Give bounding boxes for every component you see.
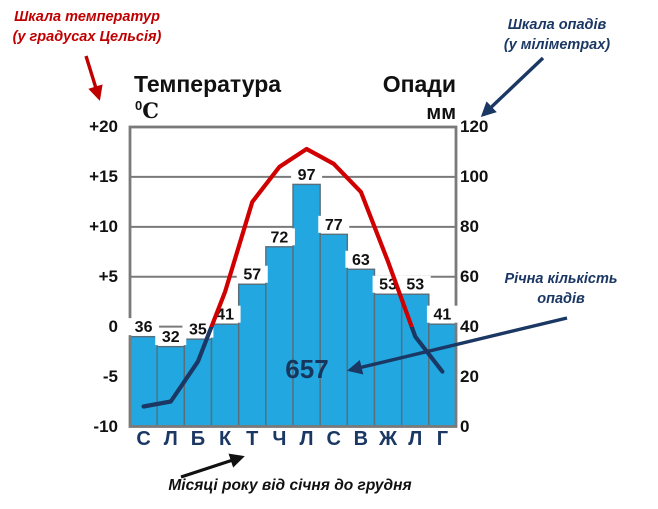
bar-value-label: 41	[426, 305, 458, 324]
precipitation-scale-note-line2: (у міліметрах)	[503, 37, 611, 54]
temperature-line	[141, 146, 445, 409]
bar-value-label: 32	[155, 328, 187, 346]
temperature-scale-note: Шкала температур (у градусах Цельсія)	[2, 7, 172, 48]
svg-text:53: 53	[379, 277, 397, 294]
bar-value-label: 35	[182, 320, 214, 339]
month-label-5: Т	[246, 428, 259, 450]
month-label-4: К	[218, 428, 232, 450]
bar-value-label: 53	[399, 275, 431, 294]
month-label-12: Г	[436, 428, 449, 450]
annual-precip-arrow	[347, 316, 568, 375]
svg-text:35: 35	[189, 322, 207, 339]
bar-month-12	[428, 323, 457, 428]
annotation-arrows	[84, 55, 568, 479]
bar-value-label: 57	[236, 265, 268, 284]
left-axis-tick--10: -10	[93, 416, 118, 436]
bar-value-label: 63	[345, 250, 377, 269]
month-label-3: Б	[190, 428, 206, 450]
left-axis-tick-+20: +20	[89, 117, 118, 136]
plot-frame	[128, 125, 458, 428]
bar-value-label: 77	[318, 215, 350, 234]
right-axis-tick-120: 120	[460, 117, 489, 136]
month-label-6: Ч	[272, 428, 287, 450]
left-axis-tick-0: 0	[108, 316, 118, 336]
precipitation-title: Опади	[382, 71, 456, 97]
month-label-9: В	[353, 428, 369, 450]
left-axis-tick-+5: +5	[98, 266, 118, 286]
svg-text:72: 72	[271, 229, 289, 246]
temp-scale-arrow	[84, 55, 103, 101]
svg-text:97: 97	[298, 167, 316, 184]
precipitation-scale-note-line1: Шкала опадів	[507, 17, 607, 33]
months-note: Місяці року від січня до грудня	[168, 477, 412, 494]
temperature-scale-note-line2: (у градусах Цельсія)	[12, 29, 162, 46]
bar-month-3	[183, 338, 213, 428]
month-label-11: Л	[408, 428, 423, 450]
svg-text:77: 77	[325, 217, 343, 234]
months-note-arrow	[180, 453, 245, 479]
precipitation-scale-note: Шкала опадів (у міліметрах)	[486, 15, 628, 56]
plot-area: 36 32 35 41 57 72 97 77 63 53 53 41	[128, 125, 458, 428]
svg-text:53: 53	[406, 277, 424, 294]
bar-month-5	[237, 283, 267, 428]
annual-precipitation-note: Річна кількість опадів	[492, 270, 630, 309]
svg-text:63: 63	[352, 252, 370, 269]
bar-month-4	[210, 323, 240, 428]
bar-value-label: 36	[128, 318, 160, 336]
temperature-title: Температура	[134, 71, 282, 97]
temperature-unit-sup: 0	[135, 98, 143, 113]
month-label-8: С	[326, 428, 341, 450]
bar-month-1	[129, 335, 158, 428]
precip-scale-arrow	[480, 56, 545, 118]
month-label-1: С	[136, 428, 151, 450]
bar-month-9	[346, 268, 376, 428]
bar-month-6	[265, 246, 294, 428]
right-axis-tick-40: 40	[460, 316, 479, 336]
annual-precipitation-note-line1: Річна кількість	[504, 271, 618, 287]
left-axis-tick--5: -5	[102, 366, 118, 386]
left-axis-tick-+10: +10	[89, 216, 118, 236]
svg-text:57: 57	[243, 267, 261, 284]
right-axis-tick-80: 80	[460, 216, 479, 236]
right-axis-tick-0: 0	[460, 416, 470, 436]
svg-text:41: 41	[216, 307, 234, 324]
temperature-scale-note-line1: Шкала температур	[14, 9, 160, 25]
right-axis-tick-60: 60	[460, 266, 479, 286]
month-label-7: Л	[299, 428, 314, 450]
svg-text:41: 41	[434, 307, 452, 324]
annual-precipitation-note-line2: опадів	[537, 290, 585, 307]
temperature-unit-base: C	[142, 98, 159, 123]
right-axis-tick-20: 20	[460, 366, 479, 386]
bar-value-label: 72	[263, 228, 295, 246]
bar-month-7	[292, 183, 321, 428]
month-label-10: Ж	[379, 428, 398, 450]
precipitation-unit: мм	[426, 102, 456, 124]
svg-text:32: 32	[162, 329, 180, 346]
temperature-unit: 0C	[135, 98, 159, 123]
svg-text:36: 36	[135, 319, 153, 336]
bar-month-8	[319, 233, 349, 428]
bar-value-label: 97	[291, 165, 323, 184]
right-axis-tick-100: 100	[460, 166, 489, 186]
left-axis-tick-+15: +15	[89, 166, 118, 186]
month-label-2: Л	[163, 428, 178, 450]
annual-precipitation-value: 657	[285, 354, 329, 384]
